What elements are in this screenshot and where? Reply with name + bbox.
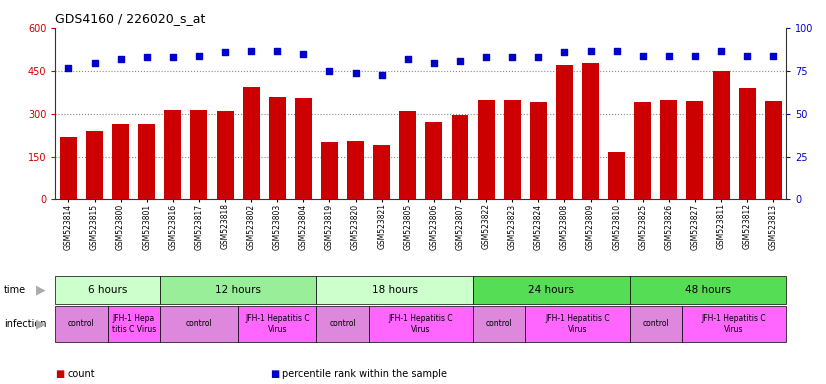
- Bar: [608, 152, 625, 199]
- Bar: [452, 115, 468, 199]
- Text: count: count: [68, 369, 95, 379]
- Bar: [316, 306, 368, 342]
- Bar: [765, 101, 781, 199]
- Bar: [634, 103, 651, 199]
- Point: [166, 55, 179, 61]
- Bar: [347, 141, 364, 199]
- Bar: [660, 99, 677, 199]
- Point: [688, 53, 701, 59]
- Text: 18 hours: 18 hours: [372, 285, 418, 295]
- Text: infection: infection: [4, 319, 46, 329]
- Point: [610, 48, 624, 54]
- Text: time: time: [4, 285, 26, 295]
- Text: 6 hours: 6 hours: [88, 285, 127, 295]
- Point: [218, 49, 231, 55]
- Point: [401, 56, 415, 62]
- Text: JFH-1 Hepa
titis C Virus: JFH-1 Hepa titis C Virus: [112, 314, 156, 334]
- Point: [767, 53, 780, 59]
- Point: [636, 53, 649, 59]
- Point: [192, 53, 206, 59]
- Text: ▶: ▶: [36, 318, 45, 330]
- Bar: [268, 97, 286, 199]
- Bar: [316, 276, 473, 304]
- Point: [114, 56, 127, 62]
- Bar: [191, 109, 207, 199]
- Bar: [55, 306, 107, 342]
- Text: JFH-1 Hepatitis C
Virus: JFH-1 Hepatitis C Virus: [388, 314, 453, 334]
- Bar: [477, 99, 495, 199]
- Bar: [60, 137, 77, 199]
- Bar: [138, 124, 155, 199]
- Text: percentile rank within the sample: percentile rank within the sample: [282, 369, 448, 379]
- Bar: [243, 87, 259, 199]
- Text: control: control: [643, 319, 669, 328]
- Point: [271, 48, 284, 54]
- Bar: [86, 131, 103, 199]
- Bar: [713, 71, 729, 199]
- Bar: [295, 98, 312, 199]
- Bar: [525, 306, 629, 342]
- Bar: [368, 306, 473, 342]
- Point: [244, 48, 258, 54]
- Bar: [159, 276, 316, 304]
- Bar: [399, 111, 416, 199]
- Bar: [107, 306, 159, 342]
- Point: [88, 60, 101, 66]
- Text: 24 hours: 24 hours: [529, 285, 574, 295]
- Bar: [321, 142, 338, 199]
- Point: [427, 60, 440, 66]
- Bar: [164, 109, 182, 199]
- Text: control: control: [186, 319, 212, 328]
- Text: ■: ■: [55, 369, 64, 379]
- Bar: [473, 306, 525, 342]
- Text: control: control: [329, 319, 356, 328]
- Bar: [682, 306, 786, 342]
- Bar: [629, 276, 786, 304]
- Bar: [425, 122, 443, 199]
- Point: [349, 70, 362, 76]
- Point: [714, 48, 728, 54]
- Point: [453, 58, 467, 64]
- Text: ▶: ▶: [36, 284, 45, 296]
- Bar: [686, 101, 704, 199]
- Text: GDS4160 / 226020_s_at: GDS4160 / 226020_s_at: [55, 12, 206, 25]
- Bar: [373, 145, 390, 199]
- Point: [662, 53, 676, 59]
- Point: [62, 65, 75, 71]
- Bar: [55, 276, 159, 304]
- Text: JFH-1 Hepatitis C
Virus: JFH-1 Hepatitis C Virus: [545, 314, 610, 334]
- Text: ■: ■: [270, 369, 279, 379]
- Point: [532, 55, 545, 61]
- Bar: [504, 99, 520, 199]
- Bar: [112, 124, 129, 199]
- Bar: [473, 276, 629, 304]
- Text: 12 hours: 12 hours: [215, 285, 261, 295]
- Bar: [529, 103, 547, 199]
- Point: [584, 48, 597, 54]
- Point: [297, 51, 310, 57]
- Point: [140, 55, 154, 61]
- Bar: [216, 111, 234, 199]
- Point: [506, 55, 519, 61]
- Text: 48 hours: 48 hours: [685, 285, 731, 295]
- Text: control: control: [486, 319, 513, 328]
- Bar: [238, 306, 316, 342]
- Text: control: control: [68, 319, 95, 328]
- Point: [375, 71, 388, 78]
- Point: [741, 53, 754, 59]
- Text: JFH-1 Hepatitis C
Virus: JFH-1 Hepatitis C Virus: [702, 314, 767, 334]
- Bar: [629, 306, 682, 342]
- Bar: [738, 88, 756, 199]
- Point: [323, 68, 336, 74]
- Bar: [556, 65, 573, 199]
- Point: [480, 55, 493, 61]
- Point: [558, 49, 571, 55]
- Bar: [159, 306, 238, 342]
- Bar: [582, 63, 599, 199]
- Text: JFH-1 Hepatitis C
Virus: JFH-1 Hepatitis C Virus: [245, 314, 310, 334]
